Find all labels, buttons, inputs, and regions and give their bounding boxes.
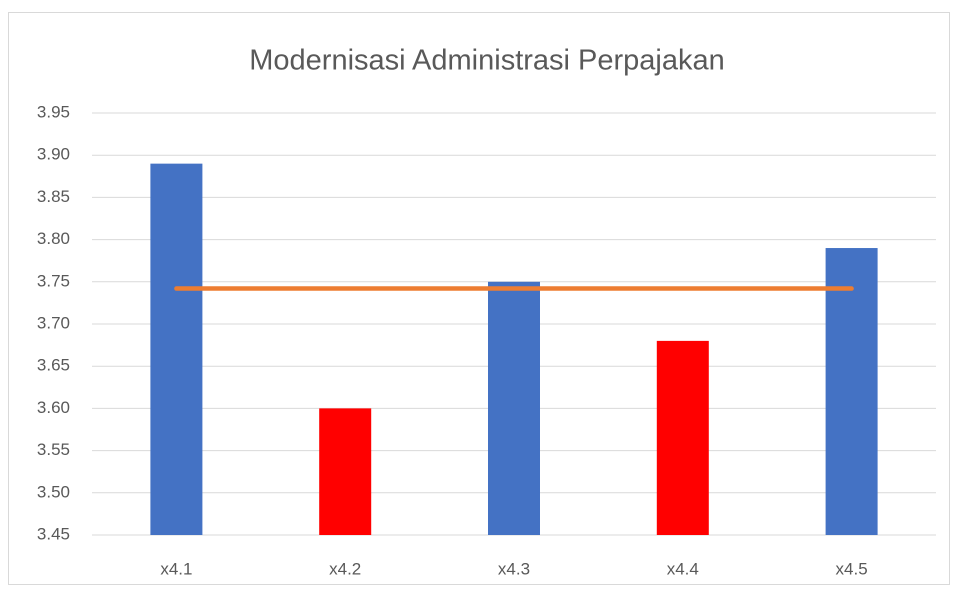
chart-title: Modernisasi Administrasi Perpajakan — [249, 45, 725, 77]
bar — [150, 163, 203, 535]
y-tick-label: 3.90 — [37, 145, 70, 164]
chart-frame — [8, 12, 950, 585]
y-tick-label: 3.75 — [37, 271, 70, 290]
y-tick-label: 3.70 — [37, 313, 70, 332]
x-tick-label: x4.5 — [836, 559, 868, 578]
y-tick-label: 3.55 — [37, 440, 70, 459]
bar — [656, 340, 709, 535]
x-tick-label: x4.1 — [160, 559, 192, 578]
bar — [488, 281, 540, 535]
y-tick-label: 3.60 — [37, 398, 70, 417]
y-tick-label: 3.65 — [37, 356, 70, 375]
y-tick-label: 3.45 — [37, 524, 70, 543]
y-tick-label: 3.80 — [37, 229, 70, 248]
y-tick-label: 3.85 — [37, 187, 70, 206]
x-tick-label: x4.3 — [498, 559, 530, 578]
x-tick-label: x4.4 — [667, 559, 699, 578]
bar — [825, 248, 878, 536]
y-tick-label: 3.50 — [37, 482, 70, 501]
y-tick-label: 3.95 — [37, 102, 70, 121]
bar — [319, 408, 372, 535]
x-tick-label: x4.2 — [329, 559, 361, 578]
